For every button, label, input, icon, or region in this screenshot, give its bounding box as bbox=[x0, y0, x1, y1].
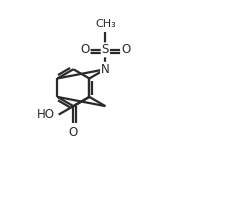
Text: CH₃: CH₃ bbox=[95, 19, 116, 29]
Text: O: O bbox=[121, 43, 130, 56]
Text: HO: HO bbox=[37, 108, 55, 121]
Text: N: N bbox=[101, 63, 110, 76]
Text: S: S bbox=[102, 43, 109, 56]
Text: O: O bbox=[80, 43, 90, 56]
Text: O: O bbox=[69, 126, 78, 139]
